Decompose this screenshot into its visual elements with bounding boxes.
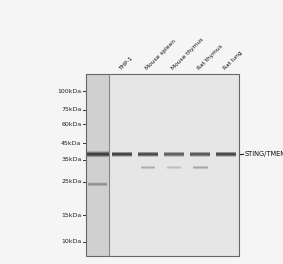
Text: 25kDa: 25kDa	[61, 179, 82, 184]
Text: Rat thymus: Rat thymus	[197, 44, 224, 71]
Text: Mouse spleen: Mouse spleen	[145, 39, 177, 71]
Text: 75kDa: 75kDa	[61, 107, 82, 112]
Bar	[86, 74, 109, 256]
Text: Mouse thymus: Mouse thymus	[171, 37, 205, 71]
Text: 60kDa: 60kDa	[61, 122, 82, 127]
Bar	[109, 74, 239, 256]
Text: Rat lung: Rat lung	[223, 50, 243, 71]
Text: 100kDa: 100kDa	[57, 88, 82, 93]
Bar	[86, 74, 239, 256]
Text: 10kDa: 10kDa	[61, 239, 82, 244]
Text: THP-1: THP-1	[119, 55, 134, 71]
Text: STING/TMEM173: STING/TMEM173	[244, 151, 283, 157]
Text: 45kDa: 45kDa	[61, 141, 82, 146]
Text: 35kDa: 35kDa	[61, 157, 82, 162]
Text: 15kDa: 15kDa	[61, 213, 82, 218]
Bar	[86, 74, 239, 256]
